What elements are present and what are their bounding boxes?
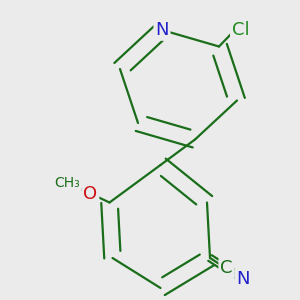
Text: Cl: Cl bbox=[232, 21, 249, 39]
Text: CH₃: CH₃ bbox=[55, 176, 80, 190]
Text: N: N bbox=[155, 21, 169, 39]
Text: N: N bbox=[236, 270, 250, 288]
Text: C: C bbox=[220, 260, 233, 278]
Text: O: O bbox=[83, 184, 98, 202]
